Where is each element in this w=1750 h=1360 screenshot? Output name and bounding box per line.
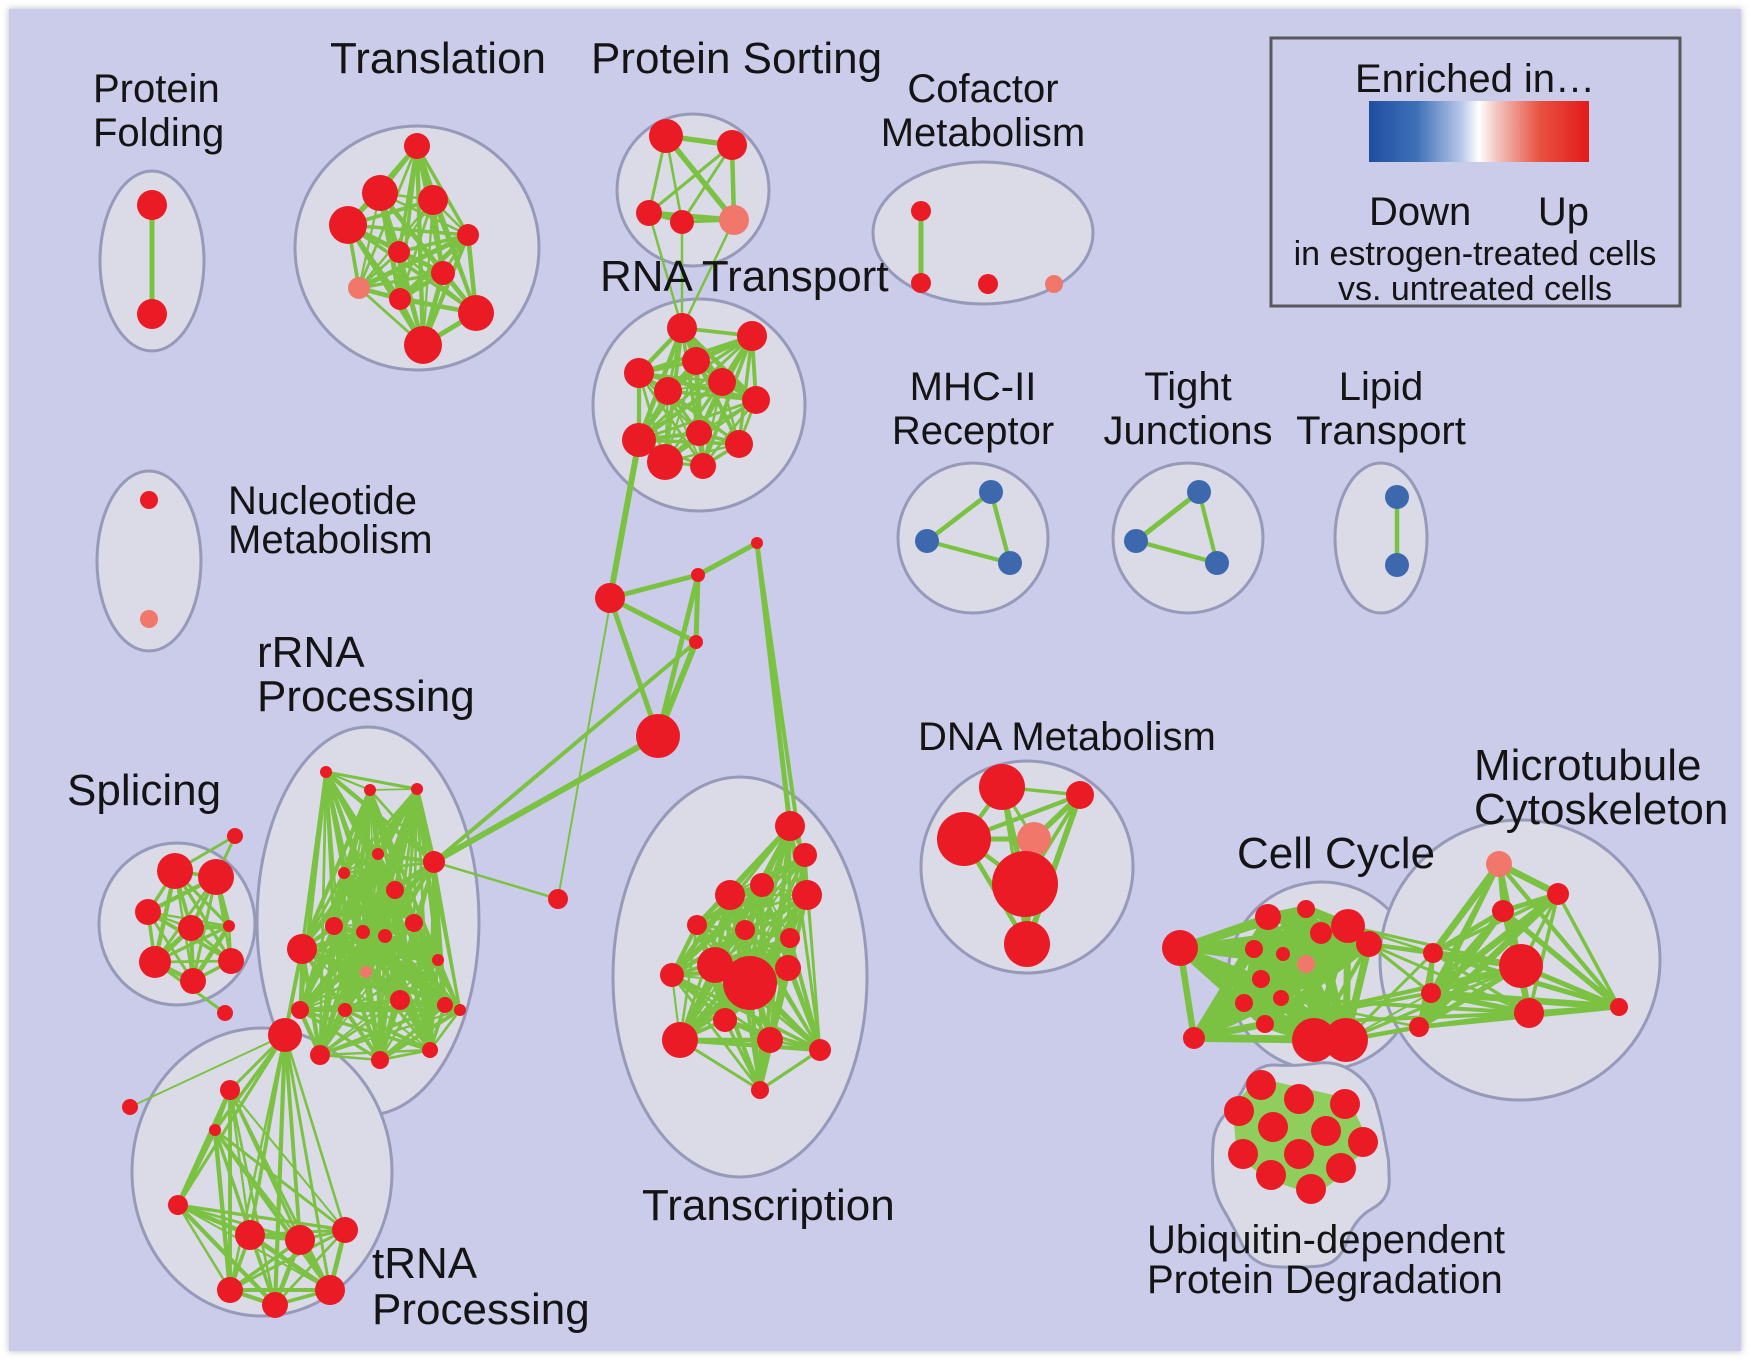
svg-text:tRNA: tRNA bbox=[372, 1239, 478, 1288]
svg-text:Tight: Tight bbox=[1144, 365, 1231, 409]
svg-text:Transcription: Transcription bbox=[642, 1181, 895, 1230]
svg-text:Microtubule: Microtubule bbox=[1474, 741, 1701, 790]
svg-text:Splicing: Splicing bbox=[67, 766, 221, 815]
svg-text:Up: Up bbox=[1538, 190, 1589, 234]
svg-text:Cofactor: Cofactor bbox=[907, 67, 1058, 111]
svg-text:Metabolism: Metabolism bbox=[881, 111, 1086, 155]
svg-text:RNA Transport: RNA Transport bbox=[600, 252, 889, 301]
svg-text:Processing: Processing bbox=[372, 1285, 590, 1334]
svg-text:Junctions: Junctions bbox=[1104, 409, 1273, 453]
svg-text:Protein: Protein bbox=[93, 67, 220, 111]
svg-text:Down: Down bbox=[1369, 190, 1471, 234]
svg-text:Enriched in…: Enriched in… bbox=[1355, 57, 1595, 101]
svg-text:Protein Degradation: Protein Degradation bbox=[1147, 1258, 1503, 1302]
svg-text:Cell Cycle: Cell Cycle bbox=[1237, 829, 1435, 878]
svg-text:MHC-II: MHC-II bbox=[910, 365, 1037, 409]
svg-text:rRNA: rRNA bbox=[257, 628, 365, 677]
svg-text:Transport: Transport bbox=[1296, 409, 1466, 453]
svg-text:Metabolism: Metabolism bbox=[228, 518, 433, 562]
svg-text:Processing: Processing bbox=[257, 672, 475, 721]
svg-text:Cytoskeleton: Cytoskeleton bbox=[1474, 785, 1728, 834]
svg-text:vs. untreated cells: vs. untreated cells bbox=[1338, 270, 1612, 308]
svg-text:Protein Sorting: Protein Sorting bbox=[591, 34, 882, 83]
svg-text:DNA Metabolism: DNA Metabolism bbox=[918, 715, 1216, 759]
svg-text:Receptor: Receptor bbox=[892, 409, 1054, 453]
svg-text:Folding: Folding bbox=[93, 111, 224, 155]
svg-text:Lipid: Lipid bbox=[1339, 365, 1424, 409]
svg-text:Nucleotide: Nucleotide bbox=[228, 479, 417, 523]
svg-text:Ubiquitin-dependent: Ubiquitin-dependent bbox=[1147, 1218, 1505, 1262]
svg-text:in estrogen-treated cells: in estrogen-treated cells bbox=[1294, 235, 1657, 273]
svg-text:Translation: Translation bbox=[330, 34, 546, 83]
